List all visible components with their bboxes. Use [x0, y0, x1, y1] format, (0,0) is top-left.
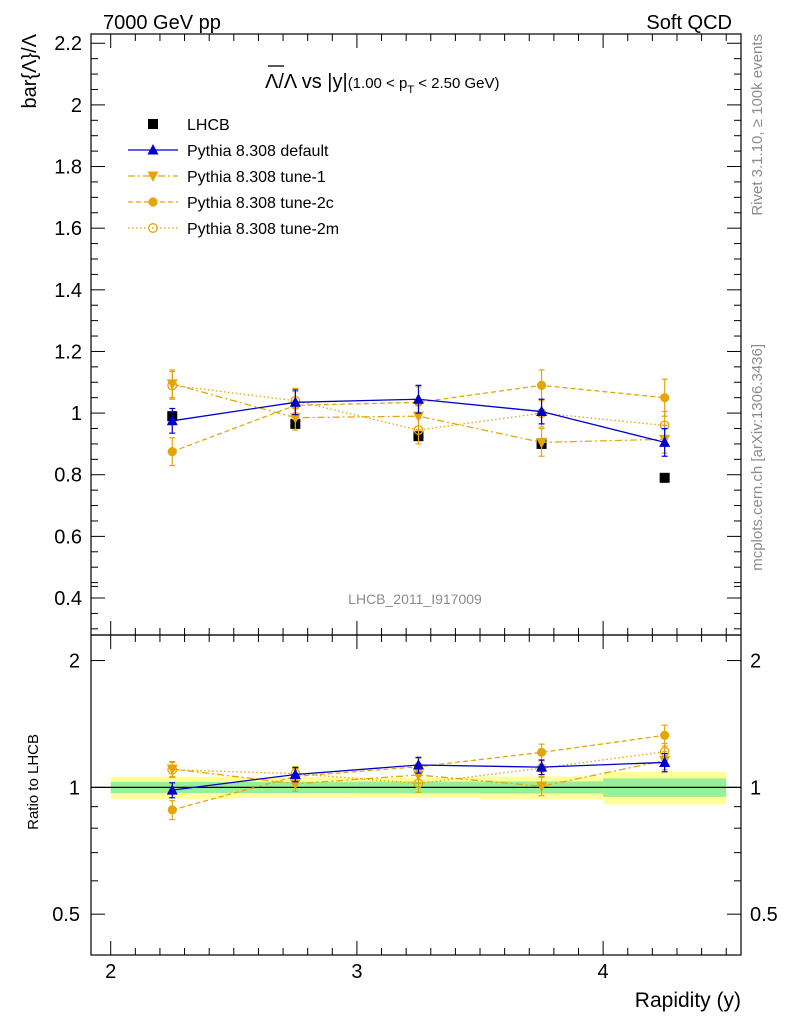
ratio-tick-label-right: 2	[750, 651, 761, 673]
y-tick-label: 1.8	[54, 157, 82, 179]
legend-marker	[147, 171, 159, 182]
series-point	[659, 436, 671, 447]
legend: LHCB Pythia 8.308 default Pythia 8.308 tun…	[128, 117, 339, 238]
header-right: Soft QCD	[646, 12, 732, 34]
y-tick-label: 1	[71, 403, 82, 425]
x-tick-label: 3	[351, 961, 362, 983]
ratio-point	[659, 756, 671, 767]
y-tick-label: 1.2	[54, 341, 82, 363]
title-main: Λ/Λ vs |y|(1.00 < pT < 2.50 GeV)	[265, 71, 500, 96]
ratio-tick-label-right: 1	[750, 777, 761, 799]
series-point	[166, 379, 178, 390]
legend-label: Pythia 8.308 tune-1	[187, 169, 326, 186]
series-line	[172, 384, 665, 431]
legend-label: Pythia 8.308 tune-2c	[187, 195, 334, 212]
y-tick-label: 0.6	[54, 526, 82, 548]
ratio-point	[167, 805, 177, 815]
ratio-point	[166, 784, 178, 795]
ratio-point	[536, 781, 548, 793]
legend-marker	[148, 197, 158, 207]
axis-ticks: 0.4 0.6 0.8 1 1.2 1.4 1.6 1.8 2 2.2 0.5 0.5 1 1 2 2 2 3 4	[52, 33, 778, 983]
ratio-tick-label-left: 1	[69, 777, 80, 799]
legend-label-lhcb: LHCB	[187, 117, 230, 134]
ratio-point	[166, 764, 178, 775]
x-axis-label: Rapidity (y)	[635, 989, 741, 1012]
series-point	[166, 414, 178, 426]
y-tick-label: 0.8	[54, 465, 82, 487]
lhcb-data-point	[659, 472, 670, 483]
y-axis-label: bar{Λ}/Λ	[19, 33, 41, 108]
rivet-version-label: Rivet 3.1.10, ≥ 100k events	[749, 34, 766, 216]
ratio-frame	[90, 634, 742, 956]
y-tick-label: 0.4	[54, 588, 82, 610]
series-point	[536, 380, 547, 390]
series-line	[172, 384, 665, 453]
series-point	[536, 405, 548, 417]
ratio-series-line	[172, 751, 665, 785]
analysis-watermark: LHCB_2011_I917009	[348, 591, 482, 607]
ratio-point	[412, 759, 424, 770]
series-point	[289, 396, 301, 407]
series-point	[289, 413, 301, 424]
ratio-point	[660, 730, 670, 740]
ratio-point	[536, 747, 547, 757]
source-label: mcplots.cern.ch [arXiv:1306.3436]	[749, 344, 766, 571]
legend-marker-lhcb	[148, 119, 158, 129]
y-tick-label: 2	[71, 95, 82, 117]
x-tick-label: 2	[105, 961, 116, 983]
header-left: 7000 GeV pp	[103, 12, 221, 34]
x-tick-label: 4	[598, 961, 609, 983]
series-point	[660, 393, 670, 403]
legend-marker	[147, 144, 159, 155]
series-layer	[166, 369, 671, 821]
y-tick-label: 1.4	[54, 280, 82, 302]
chart-title: Λ/Λ vs |y|(1.00 < pT < 2.50 GeV)	[265, 65, 500, 96]
ratio-point	[289, 768, 301, 779]
legend-label: Pythia 8.308 default	[187, 143, 329, 160]
ratio-tick-label-left: 0.5	[52, 904, 80, 926]
y-tick-label: 1.6	[54, 218, 82, 240]
ratio-tick-label-left: 2	[69, 651, 80, 673]
ratio-point	[536, 761, 548, 772]
ratio-axis-label: Ratio to LHCB	[25, 734, 42, 830]
series-point	[536, 437, 548, 449]
series-point	[412, 393, 424, 404]
y-tick-label: 2.2	[54, 33, 82, 55]
legend-marker	[148, 223, 158, 233]
series-point	[167, 447, 177, 457]
ratio-tick-label-right: 0.5	[750, 904, 778, 926]
legend-label: Pythia 8.308 tune-2m	[187, 221, 339, 238]
series-point	[412, 411, 424, 423]
